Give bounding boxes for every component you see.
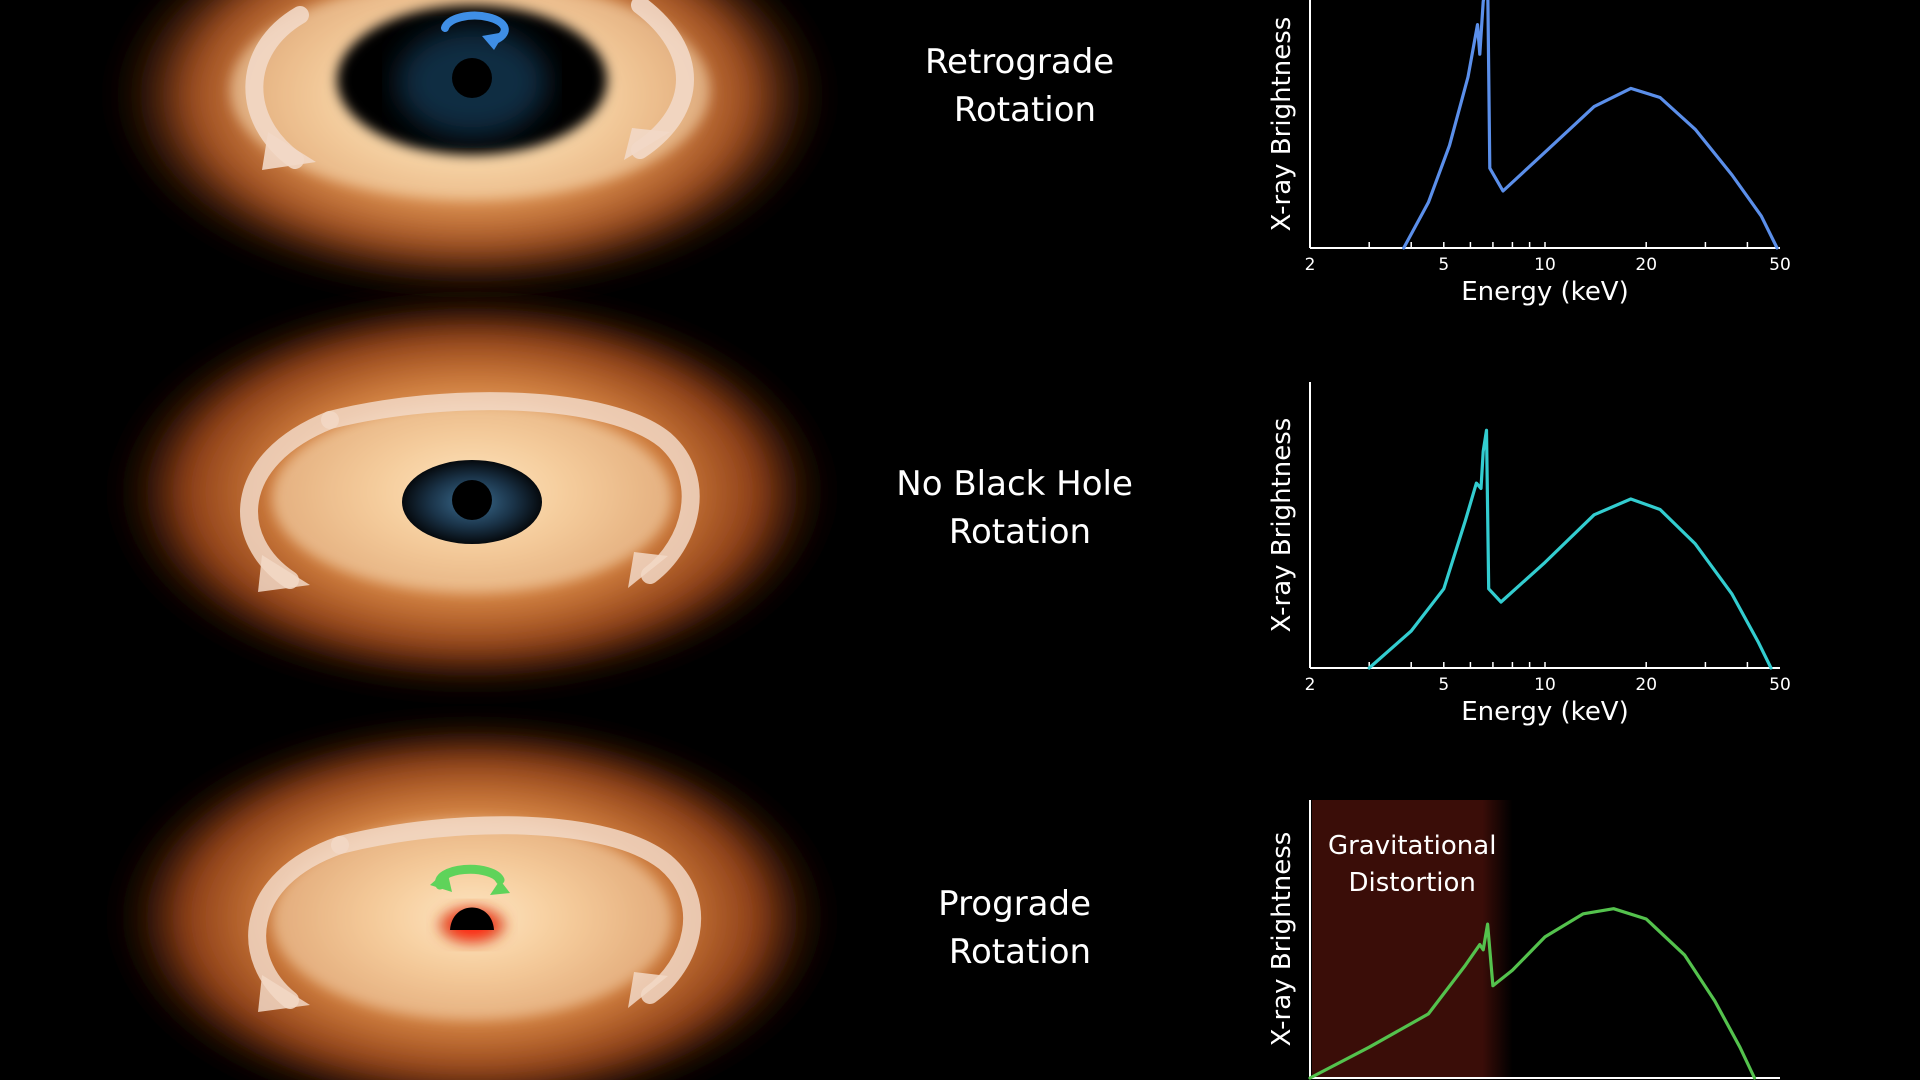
gravitational-distortion-band	[1312, 800, 1513, 1078]
svg-text:Retrograde Rotation: Retrograde Rotation	[925, 42, 1125, 130]
x-tick-label: 50	[1769, 675, 1791, 695]
disk-rotation-arrow-left	[245, 6, 316, 170]
annotation-label-line2: Distortion	[1349, 868, 1476, 898]
x-tick-label: 10	[1534, 255, 1556, 275]
y-axis-title: X-ray Brightness	[1267, 17, 1297, 232]
x-axis-title: Energy (keV)	[1461, 697, 1629, 727]
black-hole	[452, 58, 492, 98]
no-rotation-panel: No Black Hole Rotation	[112, 300, 1143, 700]
panel-label-line2: Rotation	[949, 512, 1091, 552]
disk-rotation-arrow-top	[321, 392, 700, 588]
disk-rotation-arrow-top	[331, 816, 702, 1008]
x-tick-label: 20	[1635, 675, 1657, 695]
spin-arrow-icon	[441, 11, 509, 50]
x-tick-label: 50	[1769, 255, 1791, 275]
accretion-disk	[112, 725, 832, 1080]
disk-rotation-arrow-left	[248, 836, 349, 1012]
prograde-panel: Prograde Rotation	[112, 725, 1102, 1080]
spectrum-line	[1402, 0, 1779, 250]
x-tick-label: 20	[1635, 255, 1657, 275]
no-rotation-spectrum-chart: 2 5 10 20 50 Energy (keV) X-ray Brightness	[1267, 382, 1791, 727]
panel-label-line1: Retrograde	[925, 42, 1114, 82]
spin-arrow-icon	[430, 864, 510, 895]
x-tick-label: 2	[1305, 255, 1316, 275]
retrograde-spectrum-chart: 2 5 10 20 50 Energy (keV) X-ray Brightness	[1267, 0, 1791, 307]
panel-label-line1: No Black Hole	[896, 464, 1133, 504]
svg-text:Prograde Rotation: Prograde Rotation	[938, 884, 1102, 972]
panel-label-line2: Rotation	[954, 90, 1096, 130]
svg-text:No Black Hole Rotation: No Black Hole Rotation	[896, 464, 1143, 552]
x-tick-label: 5	[1438, 255, 1449, 275]
panel-label-line2: Rotation	[949, 932, 1091, 972]
y-axis-title: X-ray Brightness	[1267, 418, 1297, 633]
black-hole	[452, 480, 492, 520]
spectrum-line	[1308, 907, 1757, 1080]
annotation-label-line1: Gravitational	[1328, 831, 1496, 861]
panel-label-line1: Prograde	[938, 884, 1091, 924]
prograde-spectrum-chart: Gravitational Distortion X-ray Brightness	[1267, 800, 1780, 1080]
y-axis-title: X-ray Brightness	[1267, 832, 1297, 1047]
spectrum-line	[1367, 428, 1773, 670]
x-tick-label: 2	[1305, 675, 1316, 695]
black-hole	[450, 907, 494, 930]
disk-rotation-arrow-left	[240, 411, 339, 592]
x-tick-label: 5	[1438, 675, 1449, 695]
x-axis-title: Energy (keV)	[1461, 277, 1629, 307]
disk-rotation-arrow-right	[624, 0, 694, 160]
retrograde-panel: Retrograde Rotation	[110, 0, 1125, 295]
x-tick-label: 10	[1534, 675, 1556, 695]
